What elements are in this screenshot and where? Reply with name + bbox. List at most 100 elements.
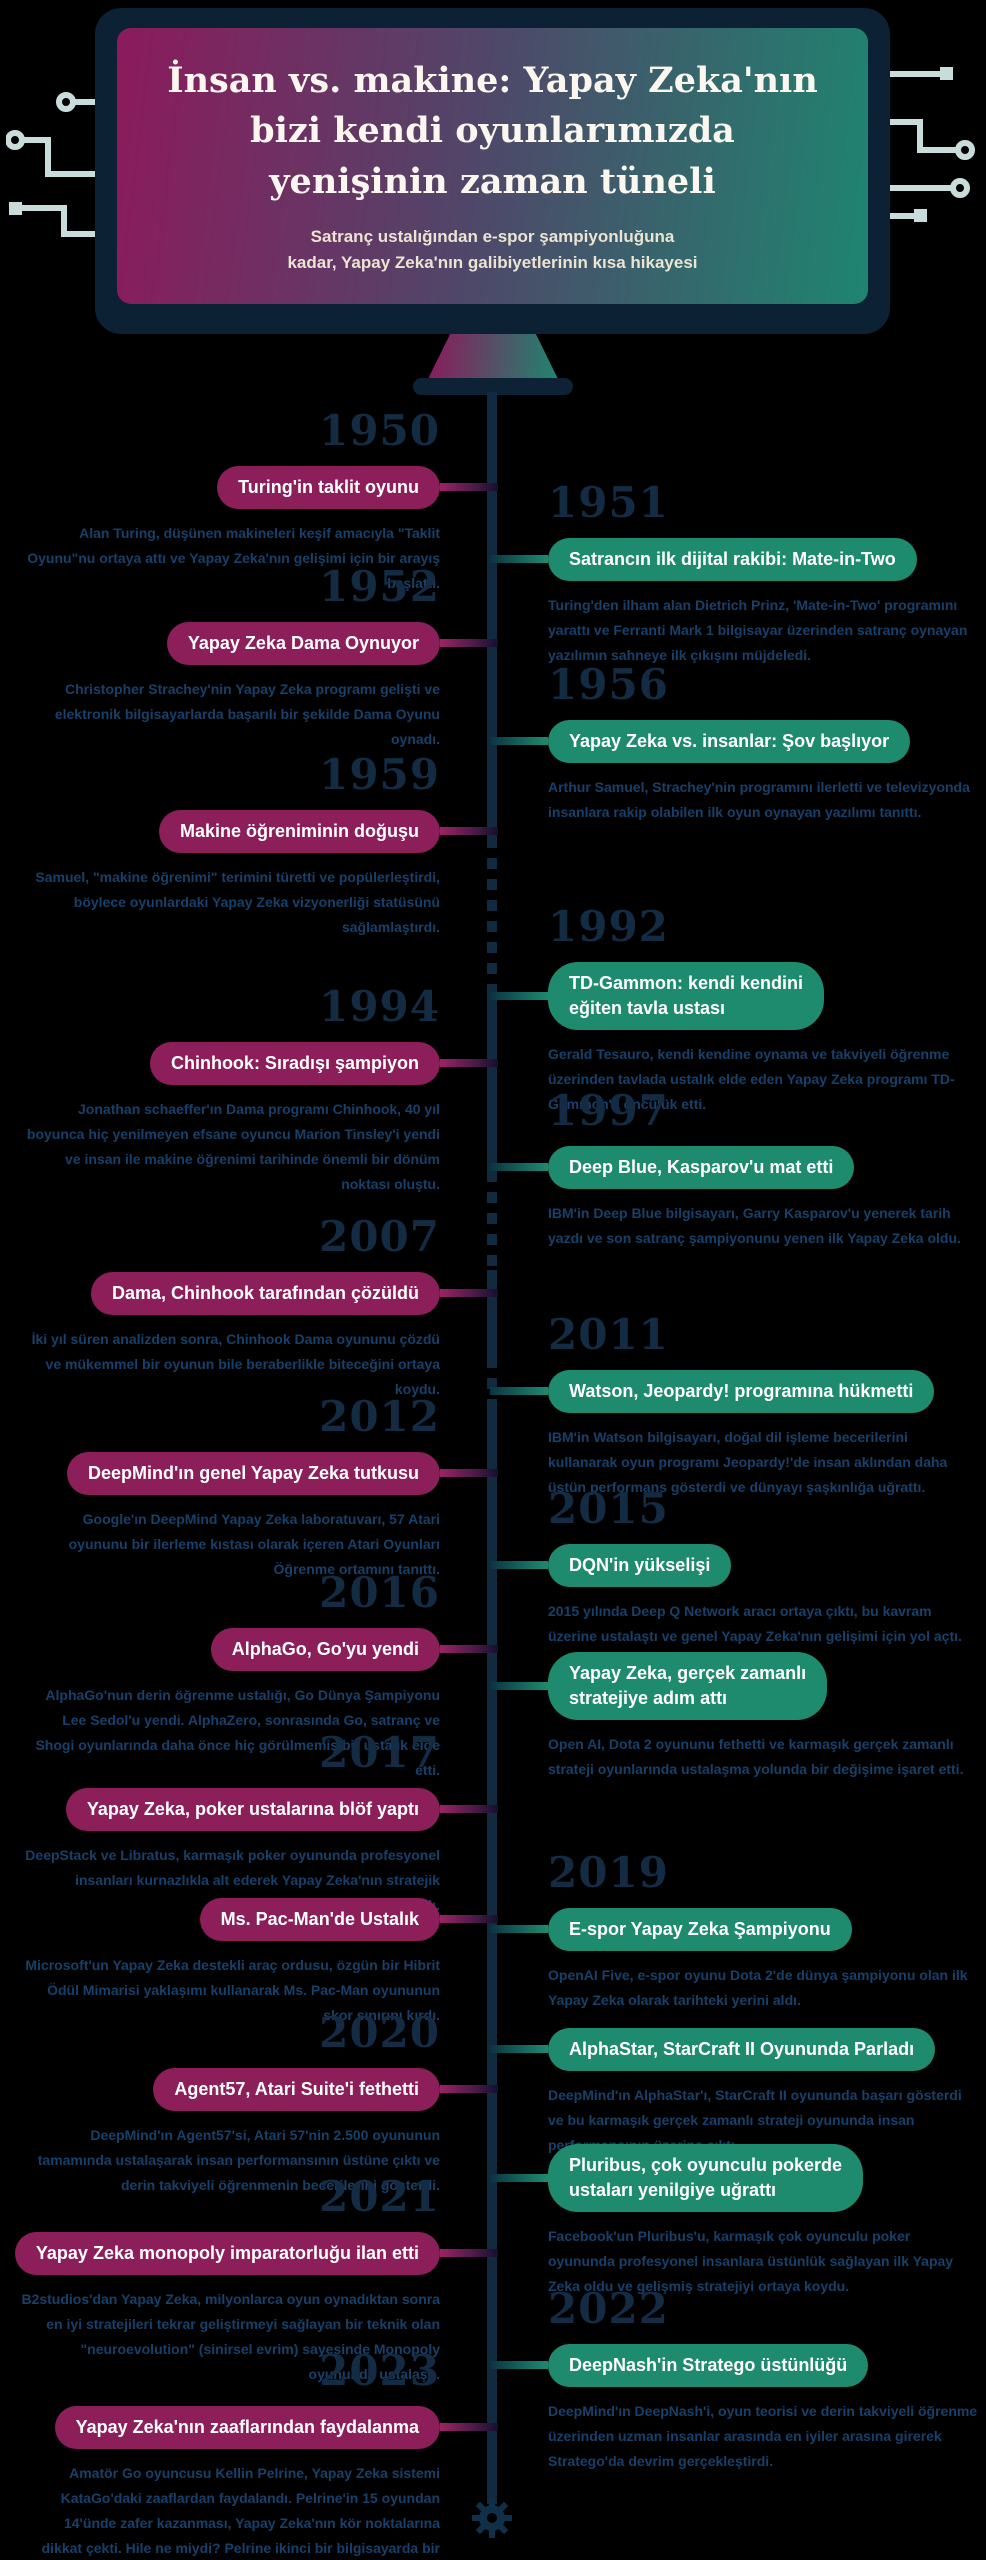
event-pill: Turing'in taklit oyunu bbox=[217, 466, 440, 509]
event-description: IBM'in Watson bilgisayarı, doğal dil işl… bbox=[548, 1428, 948, 1496]
event-pill-row: Watson, Jeopardy! programına hükmetti bbox=[490, 1370, 980, 1413]
event-title: Agent57, Atari Suite'i fethetti bbox=[174, 2079, 419, 2099]
event-pill: Yapay Zeka, gerçek zamanlı stratejiye ad… bbox=[548, 1652, 828, 1720]
year-label: 1997 bbox=[548, 1086, 669, 1135]
connector-line bbox=[490, 555, 548, 564]
connector-line bbox=[440, 2249, 498, 2258]
event-pill: Ms. Pac-Man'de Ustalık bbox=[199, 1898, 440, 1941]
event-pill-row: Satrancın ilk dijital rakibi: Mate-in-Tw… bbox=[490, 538, 980, 581]
timeline-item-y2011: 2011 Watson, Jeopardy! programına hükmett… bbox=[490, 1314, 980, 1500]
event-description: Samuel, "makine öğrenimi" terimini türet… bbox=[35, 868, 440, 936]
event-pill: Watson, Jeopardy! programına hükmetti bbox=[548, 1370, 935, 1413]
event-title: DeepNash'in Stratego üstünlüğü bbox=[569, 2355, 848, 2375]
event-title: Satrancın ilk dijital rakibi: Mate-in-Tw… bbox=[569, 549, 896, 569]
event-pill-row: AlphaGo, Go'yu yendi bbox=[20, 1628, 498, 1671]
event-description: Jonathan schaeffer'ın Dama programı Chin… bbox=[26, 1100, 440, 1193]
monitor-frame: İnsan vs. makine: Yapay Zeka'nın bizi ke… bbox=[95, 8, 890, 334]
event-title: Chinhook: Sıradışı şampiyon bbox=[170, 1053, 419, 1073]
event-pill-row: Ms. Pac-Man'de Ustalık bbox=[20, 1898, 498, 1941]
event-pill: Makine öğreniminin doğuşu bbox=[158, 810, 440, 853]
event-description: OpenAI Five, e-spor oyunu Dota 2'de düny… bbox=[548, 1966, 968, 2009]
event-description: B2studios'dan Yapay Zeka, milyonlarca oy… bbox=[21, 2290, 440, 2383]
event-pill-row: Yapay Zeka, gerçek zamanlı stratejiye ad… bbox=[490, 1652, 980, 1720]
timeline-item-y2023: 2023 Yapay Zeka'nın zaaflarından faydalan… bbox=[20, 2350, 498, 2560]
timeline-item-y2021: 2021 Yapay Zeka monopoly imparatorluğu il… bbox=[14, 2176, 498, 2388]
year-label: 2012 bbox=[319, 1392, 440, 1441]
year-label: 1951 bbox=[548, 478, 669, 527]
event-pill: TD-Gammon: kendi kendini eğiten tavla us… bbox=[548, 962, 825, 1030]
year-label: 1992 bbox=[548, 902, 669, 951]
event-description: DeepMind'ın DeepNash'i, oyun teorisi ve … bbox=[548, 2402, 978, 2470]
year-label: 1956 bbox=[548, 660, 669, 709]
timeline-item-y1994: 1994 Chinhook: Sıradışı şampiyon Jonathan … bbox=[20, 982, 498, 1198]
connector-line bbox=[490, 1681, 548, 1690]
timeline-item-y1952: 1952 Yapay Zeka Dama Oynuyor Christopher S… bbox=[20, 566, 498, 752]
connector-line bbox=[490, 1561, 548, 1570]
connector-line bbox=[440, 1645, 498, 1654]
year-label: 1950 bbox=[319, 406, 440, 455]
event-description: Open AI, Dota 2 oyununu fethetti ve karm… bbox=[548, 1735, 964, 1777]
year-label: 2019 bbox=[548, 1848, 669, 1897]
event-title: Yapay Zeka Dama Oynuyor bbox=[187, 633, 419, 653]
event-pill: Yapay Zeka'nın zaaflarından faydalanma bbox=[54, 2406, 440, 2449]
event-title: Yapay Zeka monopoly imparatorluğu ilan e… bbox=[35, 2243, 419, 2263]
event-pill: Chinhook: Sıradışı şampiyon bbox=[149, 1042, 440, 1085]
event-description: Facebook'un Pluribus'u, karmaşık çok oyu… bbox=[548, 2227, 954, 2295]
event-title: Makine öğreniminin doğuşu bbox=[179, 821, 419, 841]
event-description: Arthur Samuel, Strachey'nin programını i… bbox=[548, 778, 970, 821]
year-label: 2016 bbox=[319, 1568, 440, 1617]
event-description: Microsoft'un Yapay Zeka destekli araç or… bbox=[25, 1956, 440, 2024]
connector-line bbox=[440, 2085, 498, 2094]
year-label: 1994 bbox=[319, 982, 440, 1031]
event-title: E-spor Yapay Zeka Şampiyonu bbox=[569, 1919, 831, 1939]
timeline-item-y2007: 2007 Dama, Chinhook tarafından çözüldü İki… bbox=[20, 1212, 498, 1402]
connector-line bbox=[490, 1387, 548, 1396]
event-pill: Pluribus, çok oyunculu pokerde ustaları … bbox=[548, 2144, 864, 2212]
event-pill: Yapay Zeka vs. insanlar: Şov başlıyor bbox=[548, 720, 911, 763]
connector-line bbox=[440, 639, 498, 648]
connector-line bbox=[440, 1059, 498, 1068]
event-title: Watson, Jeopardy! programına hükmetti bbox=[569, 1381, 914, 1401]
event-pill-row: Yapay Zeka monopoly imparatorluğu ilan e… bbox=[14, 2232, 498, 2275]
event-pill-row: Makine öğreniminin doğuşu bbox=[20, 810, 498, 853]
spine-dashed-segment bbox=[487, 1368, 497, 1400]
event-description: Turing'den ilham alan Dietrich Prinz, 'M… bbox=[548, 596, 968, 664]
event-description: AlphaGo'nun derin öğrenme ustalığı, Go D… bbox=[35, 1686, 440, 1779]
event-pill: Yapay Zeka Dama Oynuyor bbox=[166, 622, 440, 665]
timeline-item-rtstrategy: Yapay Zeka, gerçek zamanlı stratejiye ad… bbox=[490, 1652, 980, 1782]
timeline-item-y1992: 1992 TD-Gammon: kendi kendini eğiten tavl… bbox=[490, 902, 980, 1117]
year-label: 2022 bbox=[548, 2284, 669, 2333]
event-description: İki yıl süren analizden sonra, Chinhook … bbox=[31, 1330, 440, 1398]
event-pill: AlphaStar, StarCraft II Oyununda Parladı bbox=[548, 2028, 936, 2071]
connector-line bbox=[440, 483, 498, 492]
event-description: Alan Turing, düşünen makineleri keşif am… bbox=[27, 524, 440, 592]
page-title: İnsan vs. makine: Yapay Zeka'nın bizi ke… bbox=[167, 59, 818, 203]
event-pill: Deep Blue, Kasparov'u mat etti bbox=[548, 1146, 855, 1189]
event-pill-row: E-spor Yapay Zeka Şampiyonu bbox=[490, 1908, 980, 1951]
event-pill-row: DeepMind'ın genel Yapay Zeka tutkusu bbox=[20, 1452, 498, 1495]
year-label: 2017 bbox=[319, 1728, 440, 1777]
event-title: Yapay Zeka, gerçek zamanlı stratejiye ad… bbox=[569, 1663, 807, 1708]
event-description: Google'ın DeepMind Yapay Zeka laboratuva… bbox=[68, 1510, 440, 1578]
connector-line bbox=[440, 1469, 498, 1478]
event-pill: Yapay Zeka monopoly imparatorluğu ilan e… bbox=[14, 2232, 440, 2275]
event-title: Yapay Zeka'nın zaaflarından faydalanma bbox=[75, 2417, 419, 2437]
event-title: TD-Gammon: kendi kendini eğiten tavla us… bbox=[569, 973, 804, 1018]
event-pill-row: Chinhook: Sıradışı şampiyon bbox=[20, 1042, 498, 1085]
year-label: 2007 bbox=[319, 1212, 440, 1261]
connector-line bbox=[490, 2361, 548, 2370]
event-pill: Yapay Zeka, poker ustalarına blöf yaptı bbox=[65, 1788, 440, 1831]
event-pill: DQN'in yükselişi bbox=[548, 1544, 732, 1587]
event-title: Yapay Zeka vs. insanlar: Şov başlıyor bbox=[569, 731, 890, 751]
event-pill: E-spor Yapay Zeka Şampiyonu bbox=[548, 1908, 852, 1951]
event-pill-row: DeepNash'in Stratego üstünlüğü bbox=[490, 2344, 980, 2387]
year-label: 2015 bbox=[548, 1484, 669, 1533]
event-title: AlphaStar, StarCraft II Oyununda Parladı bbox=[569, 2039, 915, 2059]
event-description: 2015 yılında Deep Q Network aracı ortaya… bbox=[548, 1602, 962, 1645]
event-pill-row: DQN'in yükselişi bbox=[490, 1544, 980, 1587]
event-title: Deep Blue, Kasparov'u mat etti bbox=[569, 1157, 834, 1177]
timeline-item-y1956: 1956 Yapay Zeka vs. insanlar: Şov başlıyo… bbox=[490, 660, 980, 825]
timeline-item-y1997: 1997 Deep Blue, Kasparov'u mat etti IBM'in… bbox=[490, 1086, 980, 1251]
event-pill-row: Pluribus, çok oyunculu pokerde ustaları … bbox=[490, 2144, 980, 2212]
